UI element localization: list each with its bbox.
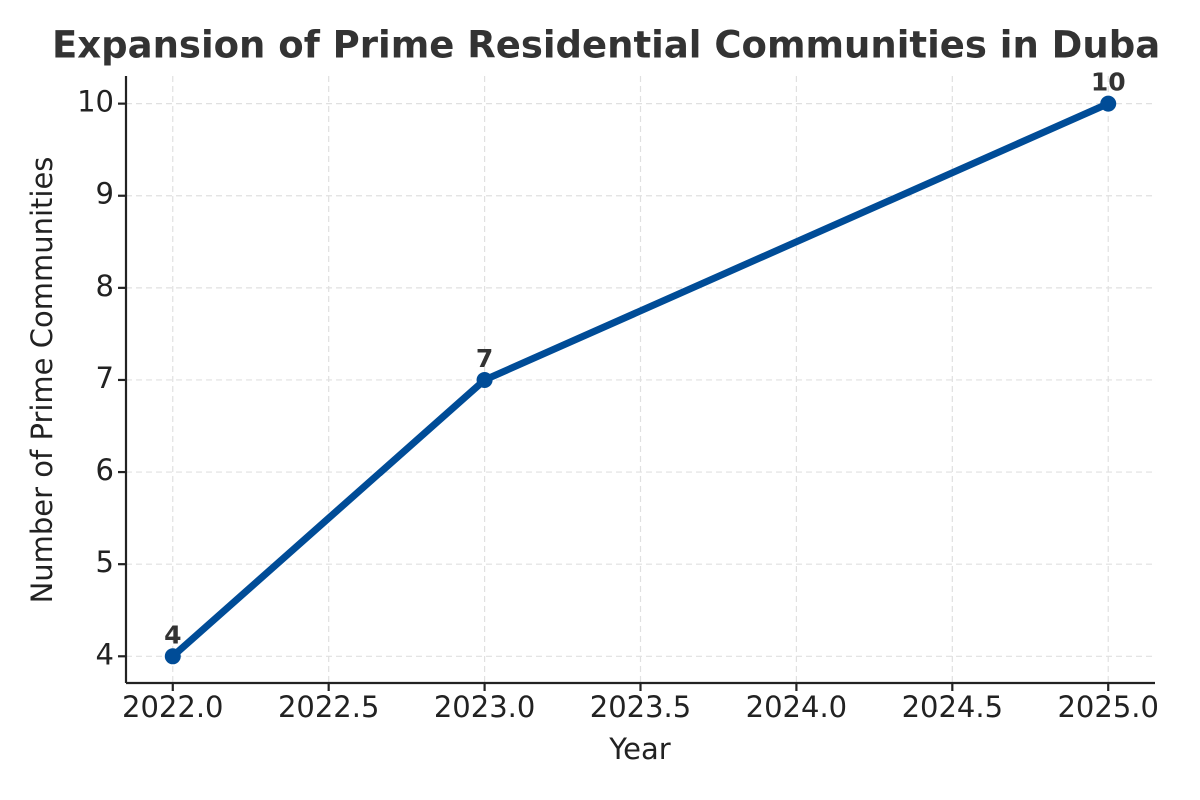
y-tick-label: 9 <box>96 177 114 211</box>
data-point <box>164 648 181 665</box>
y-axis-label: Number of Prime Communities <box>25 157 59 604</box>
x-tick-label: 2023.5 <box>590 690 691 724</box>
data-label: 10 <box>1091 68 1126 97</box>
data-point <box>1100 95 1117 112</box>
y-tick-label: 4 <box>96 637 114 671</box>
x-tick-label: 2023.0 <box>434 690 535 724</box>
y-tick-label: 10 <box>77 85 114 119</box>
y-tick-label: 6 <box>96 453 114 487</box>
data-label: 4 <box>164 620 181 649</box>
data-label: 7 <box>476 344 493 373</box>
y-tick-label: 8 <box>96 269 114 303</box>
x-tick-label: 2022.0 <box>122 690 223 724</box>
x-tick-label: 2024.5 <box>902 690 1003 724</box>
data-point <box>476 371 493 388</box>
x-axis-label: Year <box>608 732 670 766</box>
x-tick-label: 2022.5 <box>278 690 379 724</box>
x-tick-label: 2025.0 <box>1057 690 1158 724</box>
x-tick-label: 2024.0 <box>746 690 847 724</box>
y-tick-label: 5 <box>96 545 114 579</box>
y-tick-label: 7 <box>96 361 114 395</box>
chart-title: Expansion of Prime Residential Communiti… <box>52 24 1160 67</box>
